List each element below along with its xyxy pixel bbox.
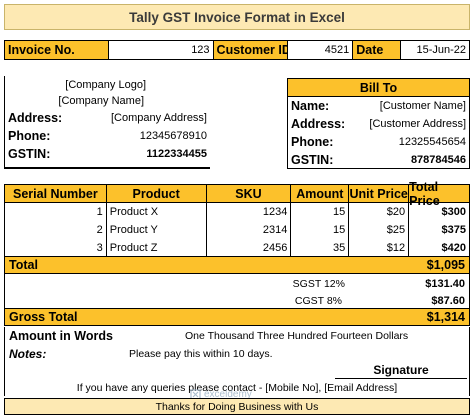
company-block: [Company Logo] [Company Name] Address: [… (4, 76, 210, 168)
customer-address-value: [Customer Address] (369, 118, 466, 130)
customer-gstin-value: 878784546 (410, 154, 466, 166)
row-amount: 35 (291, 239, 350, 257)
customer-name-value: [Customer Name] (379, 100, 466, 112)
total-row: Total $1,095 (4, 256, 470, 274)
invoice-no-label: Invoice No. (5, 40, 109, 60)
footer-text: Thanks for Doing Business with Us (155, 400, 319, 413)
notes-value: Please pay this within 10 days. (129, 347, 273, 360)
amount-words-label: Amount in Words (9, 329, 113, 343)
row-total-price: $420 (409, 239, 470, 257)
table-row: 3 Product Z 2456 35 $12 $420 (5, 239, 470, 257)
sgst-value: $131.40 (425, 277, 465, 290)
cgst-value: $87.60 (431, 294, 465, 307)
row-unit-price: $20 (349, 203, 410, 221)
row-sku: 2314 (207, 221, 292, 239)
col-product-header: Product (107, 185, 207, 202)
row-serial: 3 (5, 239, 107, 257)
total-label: Total (9, 258, 38, 272)
customer-gstin-label: GSTIN: (291, 153, 334, 167)
bill-to-header: Bill To (288, 79, 469, 97)
company-phone-value: 12345678910 (139, 130, 207, 142)
company-logo: [Company Logo] (65, 79, 146, 91)
gross-total-value: $1,314 (426, 310, 465, 324)
invoice-no-value[interactable]: 123 (108, 40, 214, 60)
table-row: 1 Product X 1234 15 $20 $300 (5, 203, 470, 221)
row-amount: 15 (291, 203, 350, 221)
queries-row: If you have any queries please contact -… (4, 379, 470, 396)
tax-block: SGST 12% $131.40 CGST 8% $87.60 (4, 274, 470, 309)
company-name: [Company Name] (58, 95, 144, 107)
notes-row: Notes: Please pay this within 10 days. (4, 345, 470, 362)
table-header-row: Serial Number Product SKU Amount Unit Pr… (4, 180, 470, 208)
amount-words-row: Amount in Words One Thousand Three Hundr… (4, 327, 470, 345)
customer-address-label: Address: (291, 117, 346, 131)
invoice-title: Tally GST Invoice Format in Excel (4, 4, 470, 30)
company-gstin-label: GSTIN: (8, 147, 51, 161)
row-total-price: $375 (409, 221, 470, 239)
customer-phone-value: 12325545654 (398, 136, 466, 148)
gross-total-label: Gross Total (9, 310, 78, 324)
row-product: Product Z (107, 239, 207, 257)
customer-id-label: Customer ID (213, 40, 289, 60)
row-serial: 2 (5, 221, 107, 239)
watermark-text: exceldemy (204, 388, 252, 400)
customer-phone-label: Phone: (291, 135, 334, 149)
row-total-price: $300 (409, 203, 470, 221)
row-unit-price: $25 (349, 221, 410, 239)
col-total-price-header: Total Price (409, 180, 470, 208)
queries-text: If you have any queries please contact -… (76, 381, 398, 394)
signature-label: Signature (335, 362, 467, 379)
amount-words-value: One Thousand Three Hundred Fourteen Doll… (185, 330, 409, 342)
bill-to-block: Bill To Name: [Customer Name] Address: [… (287, 78, 470, 169)
col-unit-price-header: Unit Price (349, 185, 410, 202)
footer-bar: Thanks for Doing Business with Us (4, 398, 470, 415)
customer-id-value[interactable]: 4521 (288, 40, 354, 60)
gross-total-row: Gross Total $1,314 (4, 308, 470, 326)
sgst-label: SGST 12% (292, 277, 345, 290)
row-sku: 2456 (207, 239, 292, 257)
row-serial: 1 (5, 203, 107, 221)
row-sku: 1234 (207, 203, 292, 221)
company-address-label: Address: (8, 111, 63, 125)
invoice-info-row: Invoice No. 123 Customer ID 4521 Date 15… (4, 40, 471, 60)
row-product: Product Y (107, 221, 207, 239)
product-table: Serial Number Product SKU Amount Unit Pr… (4, 180, 470, 257)
company-phone-label: Phone: (8, 129, 51, 143)
company-address-value: [Company Address] (111, 112, 207, 124)
date-label: Date (353, 40, 402, 60)
notes-label: Notes: (9, 346, 47, 361)
customer-name-label: Name: (291, 99, 330, 113)
row-product: Product X (107, 203, 207, 221)
table-row: 2 Product Y 2314 15 $25 $375 (5, 221, 470, 239)
row-amount: 15 (291, 221, 350, 239)
col-serial-header: Serial Number (5, 185, 107, 202)
cgst-label: CGST 8% (294, 294, 342, 307)
row-unit-price: $12 (349, 239, 410, 257)
col-sku-header: SKU (207, 185, 292, 202)
total-value: $1,095 (426, 258, 465, 272)
signature-area: Signature (4, 362, 470, 379)
date-value[interactable]: 15-Jun-22 (401, 40, 471, 60)
company-gstin-value: 1122334455 (146, 148, 207, 160)
col-amount-header: Amount (291, 185, 350, 202)
